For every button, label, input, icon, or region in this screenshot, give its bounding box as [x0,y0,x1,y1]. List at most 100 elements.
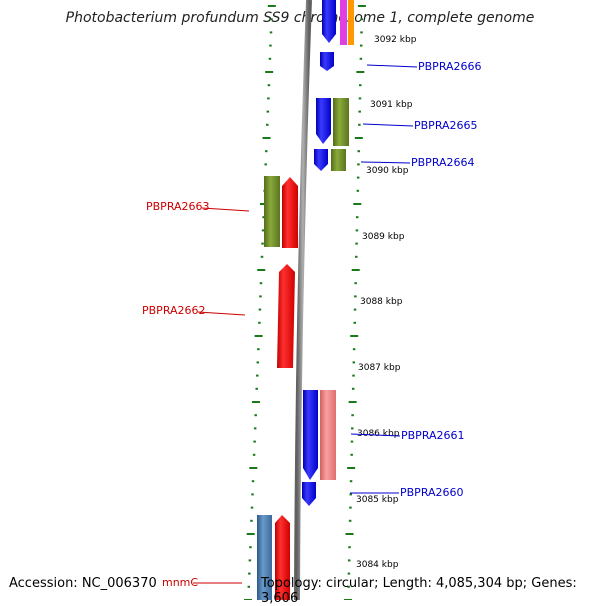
ruler-minor-tick [266,110,270,113]
ruler-minor-tick [355,216,359,219]
ruler-minor-tick [358,123,361,126]
gene-arrow-olive[interactable] [331,149,346,171]
ruler-minor-tick [267,97,270,100]
ruler-minor-tick [256,361,260,364]
ruler-minor-tick [356,176,360,179]
gene-arrow[interactable] [320,52,334,71]
tick-label-3092: 3092 kbp [374,35,417,45]
gene-arrow-steelblue[interactable] [257,515,272,600]
gene-label-pbpra2663[interactable]: PBPRA2663 [146,200,210,213]
gene-arrow[interactable] [303,390,318,480]
gene-arrow[interactable] [275,515,290,600]
gene-arrow-olive[interactable] [264,176,280,247]
kbp-tick-labels: 3092 kbp 3091 kbp 3090 kbp 3089 kbp 3088… [356,35,417,570]
gene-pbpra2665[interactable]: PBPRA2665 [316,98,478,146]
tick-label-3089: 3089 kbp [362,232,405,242]
genome-summary-text: Topology: circular; Length: 4,085,304 bp… [261,576,577,606]
map-title: Photobacterium profundum SS9 chromosome … [65,10,535,26]
tick-label-3087: 3087 kbp [358,363,401,373]
ruler-minor-tick [268,57,272,60]
ruler-minor-tick [258,308,262,311]
gene-label-pbpra2666[interactable]: PBPRA2666 [418,60,482,73]
ruler-minor-tick [269,44,272,47]
gene-label-pbpra2665[interactable]: PBPRA2665 [414,119,478,132]
outer-dotted-ruler [244,5,276,600]
chromosome-backbone [294,0,312,600]
gene-label-mnmc[interactable]: mnmC [162,576,198,589]
tick-label-3088: 3088 kbp [360,297,403,307]
ruler-minor-tick [349,480,353,483]
gene-arrow[interactable] [314,149,328,171]
gene-arrow[interactable] [277,264,295,368]
ruler-minor-tick [351,387,355,390]
ruler-minor-tick [264,163,267,166]
ruler-minor-tick [260,255,264,258]
ruler-minor-tick [267,84,271,87]
ruler-major-tick [265,71,274,73]
gene-feature[interactable] [348,0,354,45]
ruler-minor-tick [259,282,263,285]
ruler-minor-tick [360,18,364,21]
ruler-minor-tick [248,572,251,575]
label-leader [201,207,250,212]
ruler-major-tick [257,269,266,271]
label-leader [350,433,401,437]
gene-feature[interactable] [340,0,347,45]
gene-label-pbpra2664[interactable]: PBPRA2664 [411,156,475,169]
gene-top-partial-cluster[interactable] [322,0,354,45]
gene-arrow-pink[interactable] [320,390,336,480]
ruler-minor-tick [354,282,357,285]
ruler-minor-tick [360,31,363,34]
gene-pbpra2661[interactable]: PBPRA2661 [303,390,465,480]
gene-label-pbpra2660[interactable]: PBPRA2660 [400,486,464,499]
tick-label-3085: 3085 kbp [356,495,399,505]
ruler-minor-tick [350,440,354,443]
ruler-minor-tick [253,440,256,443]
ruler-minor-tick [352,361,356,364]
label-leader [366,64,418,68]
gene-feature[interactable] [322,0,336,43]
ruler-major-tick [259,203,268,205]
ruler-minor-tick [252,453,256,456]
gene-arrow[interactable] [282,177,298,248]
ruler-minor-tick [270,18,273,21]
ruler-minor-tick [357,163,360,166]
ruler-minor-tick [355,229,359,232]
gene-mnmc[interactable]: mnmC [162,515,290,600]
gene-arrow[interactable] [302,482,316,506]
ruler-major-tick [356,71,365,73]
ruler-major-tick [353,203,362,205]
ruler-minor-tick [254,414,257,417]
ruler-minor-tick [251,493,254,496]
gene-pbpra2662[interactable]: PBPRA2662 [142,264,295,368]
ruler-major-tick [350,335,359,337]
gene-pbpra2666[interactable]: PBPRA2666 [320,52,482,73]
ruler-major-tick [354,137,363,139]
ruler-minor-tick [349,506,352,509]
ruler-minor-tick [249,546,252,549]
ruler-minor-tick [359,84,362,87]
gene-pbpra2664[interactable]: PBPRA2664 [314,149,475,171]
tick-label-3090: 3090 kbp [366,166,409,176]
gene-arrow[interactable] [316,98,331,144]
gene-label-pbpra2662[interactable]: PBPRA2662 [142,304,206,317]
ruler-minor-tick [358,97,362,100]
ruler-minor-tick [264,150,268,153]
gene-arrow-olive[interactable] [333,98,349,146]
ruler-minor-tick [357,150,360,153]
ruler-minor-tick [250,506,254,509]
gene-pbpra2663[interactable]: PBPRA2663 [146,176,298,248]
ruler-minor-tick [349,493,352,496]
gene-pbpra2660[interactable]: PBPRA2660 [302,482,464,506]
ruler-minor-tick [250,519,253,522]
ruler-minor-tick [347,585,350,588]
ruler-minor-tick [351,427,354,430]
ruler-minor-tick [351,414,354,417]
ruler-minor-tick [257,348,260,351]
tick-label-3091: 3091 kbp [370,100,413,110]
ruler-minor-tick [355,255,358,258]
gene-label-pbpra2661[interactable]: PBPRA2661 [401,429,465,442]
ruler-minor-tick [251,480,255,483]
ruler-minor-tick [352,348,356,351]
